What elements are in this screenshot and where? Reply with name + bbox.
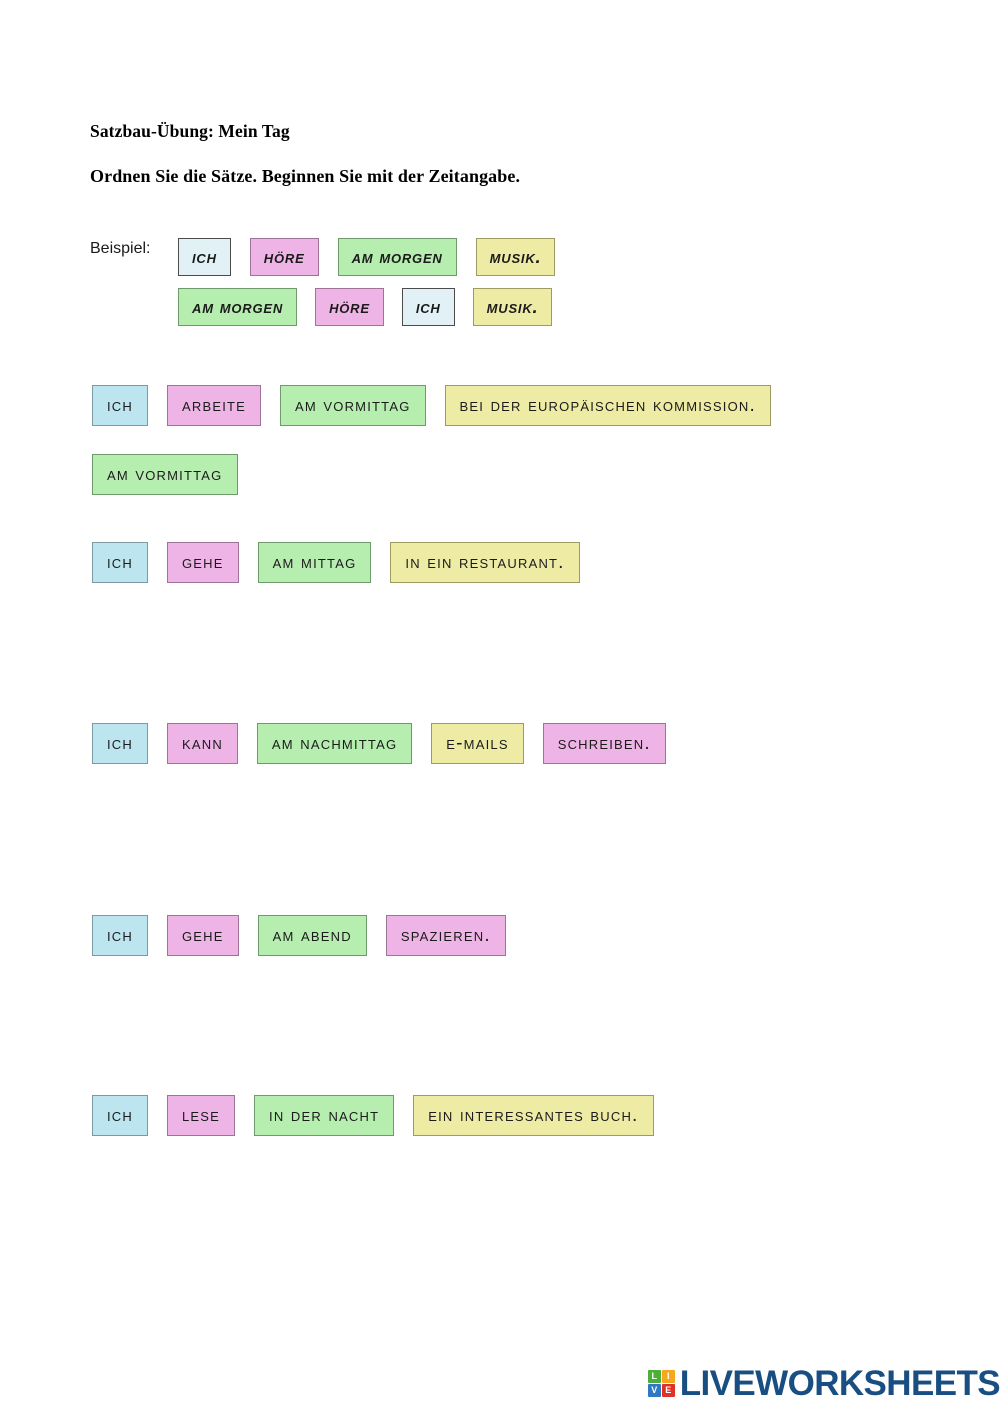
exercise-4-prompt-row: Ich gehe am Abend spazieren. <box>92 915 506 956</box>
example-scrambled-tile[interactable]: höre <box>249 238 319 276</box>
exercise-5-prompt-tile[interactable]: ein interessantes Buch. <box>413 1095 654 1136</box>
logo-block-i: I <box>661 1370 675 1383</box>
example-solution-row: am Morgen höre ich Musik. <box>178 288 553 326</box>
exercise-3-prompt-tile[interactable]: schreiben. <box>542 723 666 764</box>
exercise-3-prompt-tile[interactable]: kann <box>167 723 238 764</box>
logo-block-l: L <box>647 1370 661 1383</box>
exercise-1-prompt-tile[interactable]: ich <box>92 385 148 426</box>
example-solution-tile[interactable]: am Morgen <box>178 288 298 326</box>
exercise-3-prompt-tile[interactable]: am Nachmittag <box>256 723 413 764</box>
example-solution-tile[interactable]: höre <box>315 288 384 326</box>
exercise-4-prompt-tile[interactable]: am Abend <box>257 915 367 956</box>
example-scrambled-tile[interactable]: ich <box>178 238 231 276</box>
example-scrambled-tile[interactable]: Musik. <box>475 238 556 276</box>
example-scrambled-tile[interactable]: am Morgen <box>337 238 457 276</box>
exercise-5-prompt-tile[interactable]: lese <box>167 1095 236 1136</box>
exercise-1-answer-tile[interactable]: am Vormittag <box>92 454 238 495</box>
exercise-5-prompt-tile[interactable]: Ich <box>92 1095 148 1136</box>
logo-block-v: V <box>647 1384 661 1397</box>
example-solution-tile[interactable]: Musik. <box>472 288 553 326</box>
exercise-2-prompt-tile[interactable]: am Mittag <box>257 542 372 583</box>
example-solution-tile[interactable]: ich <box>401 288 455 326</box>
exercise-1-prompt-row: ich arbeite am Vormittag bei der europäisch… <box>92 385 771 426</box>
exercise-3-prompt-row: Ich kann am Nachmittag E-mails schreiben. <box>92 723 666 764</box>
exercise-1-prompt-tile[interactable]: am Vormittag <box>280 385 426 426</box>
exercise-4-prompt-tile[interactable]: gehe <box>167 915 239 956</box>
liveworksheets-logo[interactable]: L I V E LIVEWORKSHEETS <box>647 1364 1000 1403</box>
exercise-5-prompt-tile[interactable]: in der Nacht <box>254 1095 395 1136</box>
exercise-1-prompt-tile[interactable]: bei der europäischen Kommission. <box>444 385 771 426</box>
exercise-4-prompt-tile[interactable]: Ich <box>92 915 148 956</box>
exercise-4-prompt-tile[interactable]: spazieren. <box>385 915 506 956</box>
liveworksheets-logo-icon: L I V E <box>647 1370 675 1397</box>
page-title: Satzbau-Übung: Mein Tag <box>90 121 290 141</box>
liveworksheets-wordmark: LIVEWORKSHEETS <box>679 1364 1000 1403</box>
example-scrambled-row: ich höre am Morgen Musik. <box>178 238 556 276</box>
exercise-2-prompt-row: ich gehe am Mittag in ein Restaurant. <box>92 542 580 583</box>
exercise-5-prompt-row: Ich lese in der Nacht ein interessantes Buc… <box>92 1095 654 1136</box>
logo-block-e: E <box>661 1384 675 1397</box>
exercise-2-prompt-tile[interactable]: ich <box>92 542 148 583</box>
instruction-text: Ordnen Sie die Sätze. Beginnen Sie mit d… <box>90 166 521 186</box>
exercise-2-prompt-tile[interactable]: gehe <box>167 542 239 583</box>
exercise-3-prompt-tile[interactable]: Ich <box>92 723 148 764</box>
exercise-1-prompt-tile[interactable]: arbeite <box>167 385 262 426</box>
exercise-2-prompt-tile[interactable]: in ein Restaurant. <box>390 542 580 583</box>
exercise-1-answer-row[interactable]: am Vormittag <box>92 454 238 495</box>
exercise-3-prompt-tile[interactable]: E-mails <box>431 723 524 764</box>
example-label: Beispiel: <box>90 240 151 257</box>
